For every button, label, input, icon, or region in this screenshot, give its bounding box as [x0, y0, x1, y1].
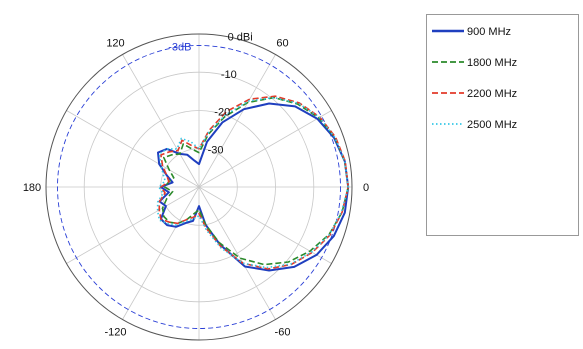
radial-tick-label: -20 [214, 107, 230, 119]
angle-tick-label: 180 [23, 182, 41, 194]
legend-label: 2500 MHz [467, 119, 517, 131]
legend-label: 1800 MHz [467, 57, 517, 69]
angle-tick-label: 60 [276, 37, 288, 49]
angle-tick-label: -60 [275, 327, 291, 339]
series-line-1800-mhz [161, 96, 349, 266]
series-line-2200-mhz [158, 95, 349, 270]
legend: 900 MHz 1800 MHz 2200 MHz 2500 MHz [426, 14, 579, 236]
radial-tick-label: 0 dBi [228, 31, 253, 43]
legend-label: 900 MHz [467, 26, 511, 38]
angle-tick-label: -120 [104, 327, 126, 339]
radial-ring [45, 33, 353, 341]
radial-tick-label: -10 [221, 69, 237, 81]
angle-tick-label: 0 [363, 182, 369, 194]
angle-tick-label: 120 [106, 37, 124, 49]
radial-ring [83, 71, 315, 303]
polar-grid [45, 33, 353, 341]
data-series [156, 95, 350, 272]
reference-ring-label: -3dB [168, 41, 191, 53]
radial-tick-label: -30 [208, 144, 224, 156]
radial-ring [122, 110, 276, 264]
axis-labels: 0 60 120 180 -120 -60 0 dBi -10 -20 -30 -3dB [23, 31, 369, 338]
series-line-2500-mhz [156, 96, 349, 269]
reference-ring [57, 45, 341, 329]
legend-box [426, 14, 579, 236]
legend-label: 2200 MHz [467, 88, 517, 100]
